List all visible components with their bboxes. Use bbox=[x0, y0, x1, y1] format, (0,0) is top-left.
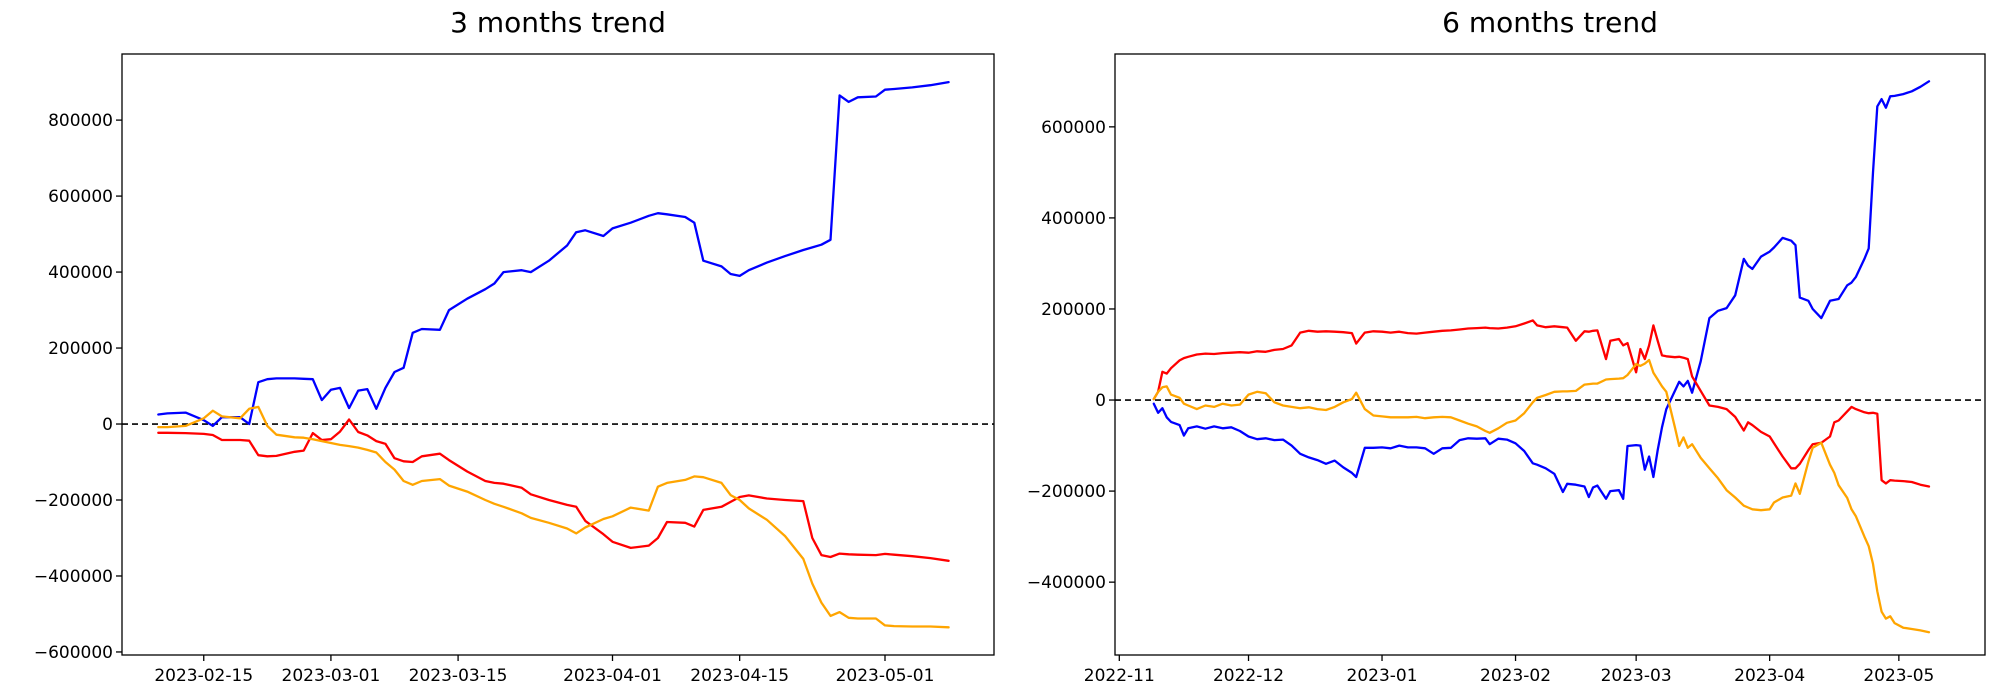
series-orange bbox=[1152, 358, 1931, 634]
x-tick-label: 2023-03-15 bbox=[409, 666, 508, 686]
x-tick-label: 2023-04-01 bbox=[563, 666, 662, 686]
y-tick-label: 0 bbox=[1095, 391, 1106, 411]
y-tick-label: −600000 bbox=[34, 643, 113, 663]
plot-frame bbox=[1114, 53, 1986, 656]
x-tick-label: 2023-01 bbox=[1347, 666, 1418, 686]
series-red bbox=[1152, 319, 1931, 488]
chart-title-6-months: 6 months trend bbox=[1442, 6, 1658, 39]
x-tick-label: 2023-02 bbox=[1480, 666, 1551, 686]
x-tick-label: 2022-11 bbox=[1084, 666, 1155, 686]
x-tick-label: 2023-05 bbox=[1863, 666, 1934, 686]
y-tick-label: −400000 bbox=[34, 567, 113, 587]
y-tick-label: −400000 bbox=[1027, 573, 1106, 593]
y-tick-label: 800000 bbox=[48, 111, 113, 131]
series-orange bbox=[157, 405, 950, 629]
y-tick-label: 0 bbox=[102, 415, 113, 435]
x-tick-label: 2022-12 bbox=[1213, 666, 1284, 686]
x-tick-label: 2023-04-15 bbox=[690, 666, 789, 686]
x-tick-label: 2023-02-15 bbox=[154, 666, 253, 686]
y-tick-label: 600000 bbox=[1041, 118, 1106, 138]
x-tick-label: 2023-04 bbox=[1734, 666, 1805, 686]
series-blue bbox=[157, 80, 950, 428]
x-tick-label: 2023-03 bbox=[1601, 666, 1672, 686]
series-red bbox=[157, 418, 950, 562]
chart-title-3-months: 3 months trend bbox=[450, 6, 666, 39]
y-tick-label: −200000 bbox=[1027, 482, 1106, 502]
series-blue bbox=[1152, 80, 1931, 500]
y-tick-label: 200000 bbox=[1041, 300, 1106, 320]
y-tick-label: −200000 bbox=[34, 491, 113, 511]
y-tick-label: 600000 bbox=[48, 187, 113, 207]
y-tick-label: 200000 bbox=[48, 339, 113, 359]
plot-frame bbox=[121, 53, 995, 656]
y-tick-label: 400000 bbox=[48, 263, 113, 283]
x-tick-label: 2023-03-01 bbox=[282, 666, 381, 686]
y-tick-label: 400000 bbox=[1041, 209, 1106, 229]
x-tick-label: 2023-05-01 bbox=[836, 666, 935, 686]
